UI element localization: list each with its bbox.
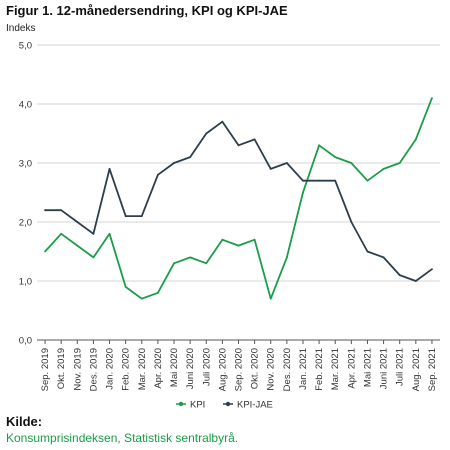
data-point <box>350 162 353 164</box>
data-point <box>92 256 95 259</box>
data-point <box>173 262 175 265</box>
y-tick-label: 4,0 <box>19 100 32 111</box>
x-tick-label: Mai 2020 <box>169 348 180 387</box>
data-point <box>285 256 288 259</box>
y-tick-label: 1,0 <box>19 277 32 288</box>
data-point <box>108 232 111 235</box>
y-tick-label: 5,0 <box>19 41 32 52</box>
x-tick-label: Des. 2020 <box>282 348 293 391</box>
data-point <box>76 244 79 247</box>
data-point <box>44 250 46 253</box>
data-point <box>221 238 224 241</box>
data-point <box>44 209 46 212</box>
x-tick-label: Juli 2020 <box>201 348 212 386</box>
data-point <box>398 274 401 276</box>
x-tick-label: Okt. 2019 <box>56 348 67 389</box>
x-tick-label: Feb. 2020 <box>121 348 132 391</box>
x-tick-label: Sep. 2019 <box>40 348 51 391</box>
data-point <box>189 156 192 159</box>
y-tick-label: 2,0 <box>19 218 32 229</box>
x-tick-label: Jan. 2020 <box>105 348 116 390</box>
data-point <box>205 132 208 135</box>
data-point <box>124 286 127 288</box>
data-point <box>253 138 256 141</box>
data-point <box>414 280 417 282</box>
legend-label: KPI <box>190 400 205 411</box>
data-point <box>237 244 240 247</box>
data-point <box>140 215 143 218</box>
data-point <box>318 144 320 147</box>
data-point <box>350 221 353 223</box>
y-axis-label: Indeks <box>6 23 36 34</box>
legend-item-kpi[interactable]: KPI <box>176 400 205 411</box>
x-tick-label: Feb. 2021 <box>314 348 325 391</box>
data-point <box>157 291 159 294</box>
legend-item-kpi-jae[interactable]: KPI-JAE <box>223 400 273 411</box>
x-tick-label: Mar. 2020 <box>137 348 148 390</box>
data-point <box>302 179 304 182</box>
data-point <box>285 162 288 164</box>
data-point <box>382 168 385 170</box>
x-tick-label: Okt. 2020 <box>250 348 261 389</box>
x-tick-label: Mar. 2021 <box>330 348 341 390</box>
data-point <box>414 138 417 141</box>
data-point <box>60 209 63 212</box>
data-point <box>366 250 369 253</box>
data-point <box>269 297 272 300</box>
data-point <box>76 221 79 223</box>
x-tick-label: Des. 2019 <box>88 348 99 391</box>
x-tick-label: Aug. 2020 <box>217 348 228 391</box>
data-point <box>189 256 192 259</box>
data-point <box>382 256 385 259</box>
data-point <box>237 144 240 147</box>
x-tick-label: Mai 2021 <box>362 348 373 387</box>
legend-label: KPI-JAE <box>237 400 273 411</box>
x-tick-label: Sep. 2020 <box>234 348 245 391</box>
source-text: Konsumprisindeksen, Statistisk sentralby… <box>6 431 239 445</box>
data-point <box>302 191 304 194</box>
data-point <box>173 162 175 164</box>
y-tick-label: 0,0 <box>19 336 32 347</box>
x-tick-label: Jan. 2021 <box>298 348 309 390</box>
data-point <box>253 238 256 241</box>
legend-swatch-marker <box>178 401 184 407</box>
data-point <box>221 120 224 123</box>
data-point <box>157 173 159 176</box>
x-tick-label: Nov. 2019 <box>72 348 83 391</box>
x-tick-label: Apr. 2020 <box>153 348 164 389</box>
x-tick-label: Nov. 2020 <box>266 348 277 391</box>
data-point <box>60 232 63 235</box>
data-point <box>318 179 320 182</box>
x-tick-label: Juli 2021 <box>395 348 406 386</box>
source-heading: Kilde: <box>6 414 43 429</box>
data-point <box>269 168 272 170</box>
data-point <box>431 268 433 271</box>
y-tick-labels: 0,0 1,0 2,0 3,0 4,0 5,0 <box>19 41 32 347</box>
data-point <box>334 179 337 182</box>
data-point <box>431 97 433 99</box>
legend-swatch-marker <box>225 401 231 407</box>
x-tick-label: Apr. 2021 <box>346 348 357 389</box>
data-point <box>205 262 208 265</box>
data-point <box>92 232 95 235</box>
chart-title: Figur 1. 12-månedersendring, KPI og KPI-… <box>6 3 288 18</box>
grid-lines <box>37 44 440 341</box>
data-point <box>334 156 337 159</box>
x-tick-labels: Sep. 2019 Okt. 2019 Nov. 2019 Des. 2019 Jan.… <box>40 340 438 391</box>
data-point <box>108 168 111 170</box>
x-tick-label: Aug. 2021 <box>411 348 422 391</box>
x-tick-label: Juni 2021 <box>379 348 390 389</box>
data-point <box>398 162 401 164</box>
series-lines <box>44 97 433 300</box>
y-tick-label: 3,0 <box>19 159 32 170</box>
x-tick-label: Juni 2020 <box>185 348 196 389</box>
data-point <box>366 179 369 182</box>
data-point <box>140 297 143 300</box>
legend: KPI KPI-JAE <box>176 400 273 411</box>
data-point <box>124 215 127 218</box>
x-tick-label: Sep. 2021 <box>427 348 438 391</box>
